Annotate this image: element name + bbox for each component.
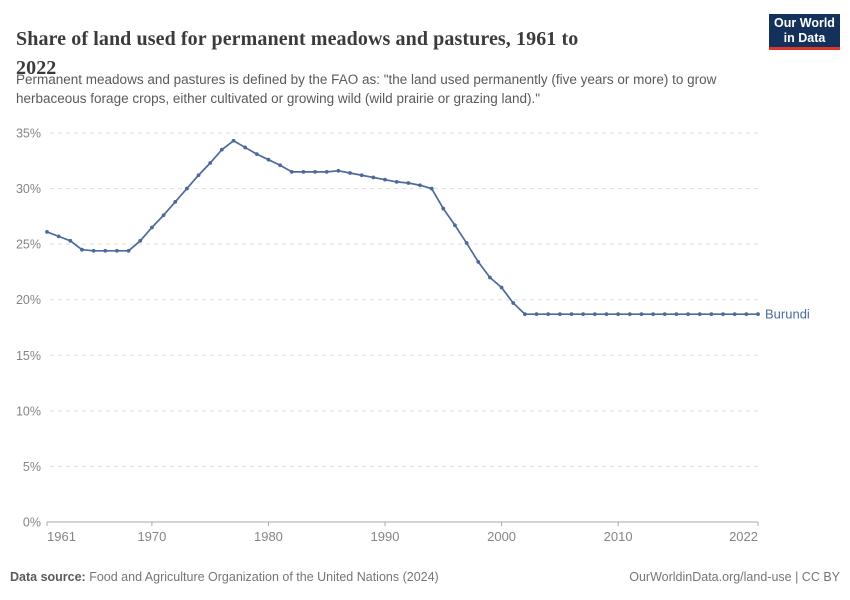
x-axis-tick-label: 2010: [604, 529, 633, 544]
data-point[interactable]: [534, 312, 539, 317]
chart-subtitle-line-2: herbaceous forage crops, either cultivat…: [16, 90, 541, 106]
data-source-label: Data source:: [10, 570, 86, 584]
data-point[interactable]: [383, 177, 387, 182]
data-point[interactable]: [161, 213, 166, 218]
data-point[interactable]: [744, 312, 749, 317]
y-axis-tick-label: 25%: [16, 238, 41, 252]
data-point[interactable]: [732, 312, 737, 317]
page-title: Share of land used for permanent meadows…: [16, 25, 756, 83]
data-point[interactable]: [173, 200, 178, 204]
x-axis-tick-label: 1980: [254, 529, 283, 544]
data-point[interactable]: [394, 180, 399, 184]
data-point[interactable]: [546, 312, 551, 317]
data-source-note: Data source: Food and Agriculture Organi…: [10, 570, 439, 584]
data-point[interactable]: [569, 312, 574, 317]
y-axis-tick-label: 15%: [16, 349, 41, 363]
data-point[interactable]: [150, 225, 154, 230]
data-point[interactable]: [418, 183, 422, 188]
data-line: [46, 139, 759, 316]
data-point[interactable]: [581, 312, 586, 317]
owid-logo-line-1: Our World: [774, 16, 835, 30]
data-point[interactable]: [243, 145, 248, 150]
data-point[interactable]: [557, 312, 562, 317]
data-point[interactable]: [91, 248, 96, 253]
data-point[interactable]: [103, 248, 108, 253]
data-point[interactable]: [336, 168, 341, 173]
chart-subtitle-line-1: Permanent meadows and pastures is define…: [16, 72, 717, 87]
data-point[interactable]: [196, 173, 201, 178]
data-point[interactable]: [406, 181, 411, 185]
y-axis-tick-label: 35%: [16, 127, 41, 141]
data-point[interactable]: [115, 248, 119, 253]
data-point[interactable]: [56, 234, 61, 239]
data-point[interactable]: [301, 170, 306, 174]
y-axis-tick-label: 30%: [16, 182, 41, 196]
data-point[interactable]: [138, 238, 143, 243]
data-point[interactable]: [184, 186, 189, 191]
page-title-line-2: 2022: [16, 57, 57, 80]
data-point[interactable]: [674, 312, 679, 317]
owid-logo-line-2: in Data: [783, 30, 826, 45]
data-point[interactable]: [662, 312, 667, 317]
chart-footer: Data source: Food and Agriculture Organi…: [10, 570, 840, 584]
chart-subtitle: Permanent meadows and pastures is define…: [16, 71, 816, 108]
data-point[interactable]: [429, 186, 434, 191]
data-point[interactable]: [441, 206, 446, 211]
data-point[interactable]: [324, 170, 329, 174]
data-point[interactable]: [522, 312, 527, 317]
data-point[interactable]: [627, 312, 632, 317]
data-point[interactable]: [616, 312, 621, 317]
data-point[interactable]: [721, 312, 725, 317]
data-point[interactable]: [348, 171, 352, 175]
data-point[interactable]: [651, 312, 655, 317]
x-axis-tick-label: 2022: [729, 529, 758, 544]
data-point[interactable]: [476, 260, 481, 264]
y-axis-tick-label: 5%: [23, 460, 41, 474]
x-axis-tick-label: 1990: [371, 529, 400, 544]
y-axis-tick-label: 10%: [16, 404, 41, 418]
data-point[interactable]: [313, 170, 317, 174]
page-title-line-1: Share of land used for permanent meadows…: [16, 28, 579, 51]
data-point[interactable]: [126, 248, 131, 253]
series-label: Burundi: [765, 307, 810, 322]
data-point[interactable]: [756, 312, 760, 317]
data-point[interactable]: [499, 285, 504, 290]
x-axis-tick-label: 1970: [137, 529, 166, 544]
data-point[interactable]: [359, 173, 364, 178]
data-point[interactable]: [697, 312, 702, 317]
data-point[interactable]: [254, 152, 259, 157]
data-point[interactable]: [453, 223, 457, 228]
data-point[interactable]: [488, 275, 492, 280]
owid-logo: Our World in Data: [769, 14, 840, 50]
data-source-text: Food and Agriculture Organization of the…: [85, 570, 439, 584]
data-point[interactable]: [289, 170, 294, 174]
data-point[interactable]: [604, 312, 609, 317]
data-point[interactable]: [592, 312, 597, 317]
data-point[interactable]: [219, 147, 224, 152]
data-point[interactable]: [80, 247, 84, 252]
data-point[interactable]: [686, 312, 690, 317]
data-point[interactable]: [68, 238, 73, 243]
data-point[interactable]: [511, 301, 516, 305]
data-point[interactable]: [45, 230, 49, 234]
y-axis-tick-label: 20%: [16, 293, 41, 307]
data-point[interactable]: [266, 157, 271, 162]
data-point[interactable]: [371, 175, 376, 180]
x-axis-tick-label: 1961: [47, 529, 76, 544]
data-point[interactable]: [208, 161, 213, 165]
license-note: OurWorldinData.org/land-use | CC BY: [629, 570, 840, 584]
data-point[interactable]: [709, 312, 714, 317]
data-point[interactable]: [464, 241, 469, 245]
x-axis-tick-label: 2000: [487, 529, 516, 544]
data-point[interactable]: [278, 163, 283, 168]
data-point[interactable]: [639, 312, 644, 317]
y-axis-tick-label: 0%: [23, 516, 41, 530]
data-point[interactable]: [231, 138, 236, 143]
